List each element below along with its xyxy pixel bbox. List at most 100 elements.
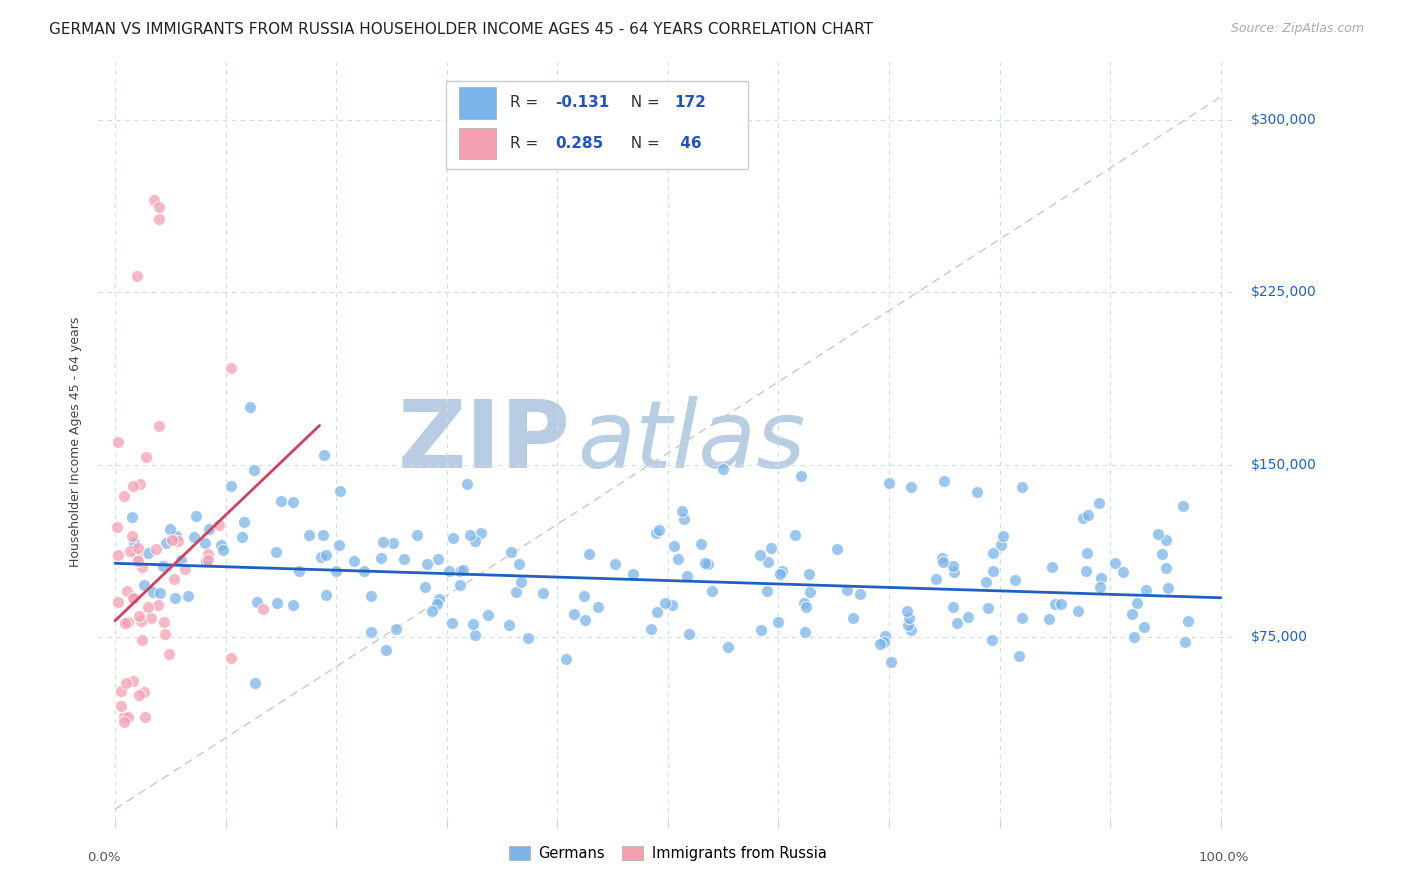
Point <box>441 531 464 545</box>
Text: ZIP: ZIP <box>398 395 571 488</box>
Text: $75,000: $75,000 <box>1251 630 1308 644</box>
Point <box>117 615 139 630</box>
Point <box>441 615 464 630</box>
Point <box>990 538 1012 552</box>
Point <box>127 269 149 284</box>
Point <box>353 564 375 578</box>
Point <box>1121 607 1143 621</box>
Point <box>406 528 429 542</box>
Point <box>449 564 471 578</box>
Point <box>1177 614 1199 628</box>
Point <box>157 647 180 661</box>
Point <box>122 591 145 605</box>
Legend: Germans, Immigrants from Russia: Germans, Immigrants from Russia <box>503 839 832 866</box>
Point <box>298 527 321 541</box>
Point <box>288 565 311 579</box>
Point <box>789 469 811 483</box>
Point <box>134 710 156 724</box>
Point <box>121 529 143 543</box>
Point <box>897 611 920 625</box>
Point <box>470 525 492 540</box>
Point <box>1122 630 1144 644</box>
Point <box>136 599 159 614</box>
Point <box>132 578 155 592</box>
Point <box>562 607 585 621</box>
Point <box>243 462 266 476</box>
Text: $300,000: $300,000 <box>1251 113 1317 127</box>
Text: R =: R = <box>509 95 543 110</box>
Text: 0.285: 0.285 <box>555 136 603 151</box>
Point <box>766 615 789 629</box>
Point <box>794 599 817 614</box>
Point <box>458 528 481 542</box>
Point <box>437 564 460 578</box>
Point <box>693 556 716 570</box>
Point <box>328 538 350 552</box>
Point <box>1040 559 1063 574</box>
Point <box>128 688 150 702</box>
Point <box>105 520 128 534</box>
Point <box>314 448 336 462</box>
Point <box>135 450 157 464</box>
Text: atlas: atlas <box>576 396 806 487</box>
Point <box>875 629 897 643</box>
Point <box>266 596 288 610</box>
Point <box>1077 508 1099 522</box>
Point <box>1156 533 1178 547</box>
Point <box>976 574 998 589</box>
Point <box>946 615 969 630</box>
Point <box>505 584 527 599</box>
Point <box>783 528 806 542</box>
Point <box>131 632 153 647</box>
Point <box>1150 547 1173 561</box>
Point <box>112 710 135 724</box>
Point <box>751 624 773 638</box>
Point <box>509 575 531 590</box>
Point <box>246 595 269 609</box>
Point <box>675 569 697 583</box>
Text: R =: R = <box>509 136 543 151</box>
Text: 172: 172 <box>675 95 707 110</box>
Point <box>662 540 685 554</box>
Point <box>873 635 896 649</box>
Text: $150,000: $150,000 <box>1251 458 1317 472</box>
Point <box>183 530 205 544</box>
Point <box>461 616 484 631</box>
Point <box>1088 496 1111 510</box>
Point <box>416 557 439 571</box>
Point <box>115 584 138 599</box>
Point <box>128 609 150 624</box>
Point <box>174 562 197 576</box>
Point <box>1049 597 1071 611</box>
Point <box>1147 527 1170 541</box>
Point <box>231 530 253 544</box>
Point <box>1173 499 1195 513</box>
Point <box>449 578 471 592</box>
Point <box>233 516 256 530</box>
Text: 100.0%: 100.0% <box>1198 851 1249 864</box>
Point <box>1126 596 1149 610</box>
Point <box>136 546 159 560</box>
Point <box>139 611 162 625</box>
Point <box>661 599 683 613</box>
Point <box>769 566 792 581</box>
Point <box>770 565 793 579</box>
Point <box>1088 580 1111 594</box>
Point <box>966 485 988 500</box>
Point <box>145 541 167 556</box>
Point <box>112 714 135 729</box>
Point <box>1043 597 1066 611</box>
Point <box>343 554 366 568</box>
Point <box>207 518 229 533</box>
Point <box>149 585 172 599</box>
Point <box>122 673 145 688</box>
Point <box>165 529 187 543</box>
Point <box>197 553 219 567</box>
Point <box>413 580 436 594</box>
Point <box>370 550 392 565</box>
Point <box>177 589 200 603</box>
Point <box>621 566 644 581</box>
Point <box>578 547 600 561</box>
Point <box>477 607 499 622</box>
Point <box>148 418 170 433</box>
